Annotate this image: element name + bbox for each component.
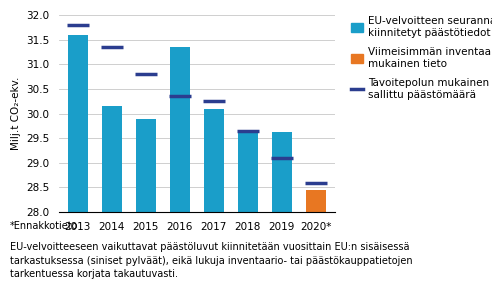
- Bar: [272, 132, 292, 212]
- Text: EU-velvoitteeseen vaikuttavat päästöluvut kiinnitetään vuosittain EU:n sisäisess: EU-velvoitteeseen vaikuttavat päästöluvu…: [10, 242, 412, 279]
- Y-axis label: Milj.t CO₂-ekv.: Milj.t CO₂-ekv.: [10, 77, 21, 150]
- Bar: [67, 35, 88, 212]
- Bar: [204, 109, 224, 212]
- Bar: [238, 131, 258, 212]
- Bar: [101, 106, 122, 212]
- Bar: [136, 118, 156, 212]
- Text: *Ennakkotieto: *Ennakkotieto: [10, 221, 78, 231]
- Bar: [170, 47, 190, 212]
- Legend: EU-velvoitteen seurannan
kiinnitetyt päästötiedot, Viimeisimmän inventaarion
muk: EU-velvoitteen seurannan kiinnitetyt pää…: [351, 16, 492, 100]
- Bar: [306, 190, 326, 212]
